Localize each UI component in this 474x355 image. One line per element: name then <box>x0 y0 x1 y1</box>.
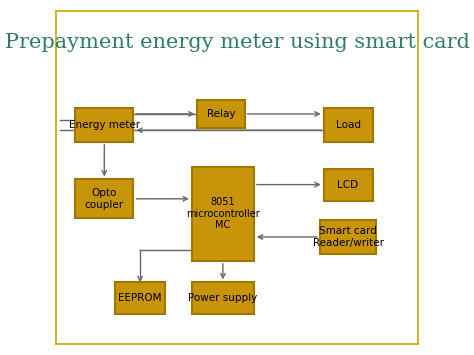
Text: Relay: Relay <box>207 109 235 119</box>
Text: Prepayment energy meter using smart card: Prepayment energy meter using smart card <box>5 33 469 52</box>
FancyBboxPatch shape <box>115 282 165 314</box>
FancyBboxPatch shape <box>198 100 245 128</box>
FancyBboxPatch shape <box>324 169 373 201</box>
Text: Power supply: Power supply <box>188 293 257 303</box>
FancyBboxPatch shape <box>320 220 376 254</box>
Text: Energy meter: Energy meter <box>69 120 140 130</box>
FancyBboxPatch shape <box>192 167 254 261</box>
FancyBboxPatch shape <box>324 108 373 142</box>
FancyBboxPatch shape <box>192 282 254 314</box>
Text: Opto
coupler: Opto coupler <box>85 188 124 209</box>
Text: Smart card
Reader/writer: Smart card Reader/writer <box>312 226 383 248</box>
Text: 8051
microcontroller
MC: 8051 microcontroller MC <box>186 197 260 230</box>
Text: Load: Load <box>336 120 361 130</box>
Text: LCD: LCD <box>337 180 359 190</box>
FancyBboxPatch shape <box>75 108 134 142</box>
FancyBboxPatch shape <box>75 179 134 218</box>
Text: EEPROM: EEPROM <box>118 293 162 303</box>
